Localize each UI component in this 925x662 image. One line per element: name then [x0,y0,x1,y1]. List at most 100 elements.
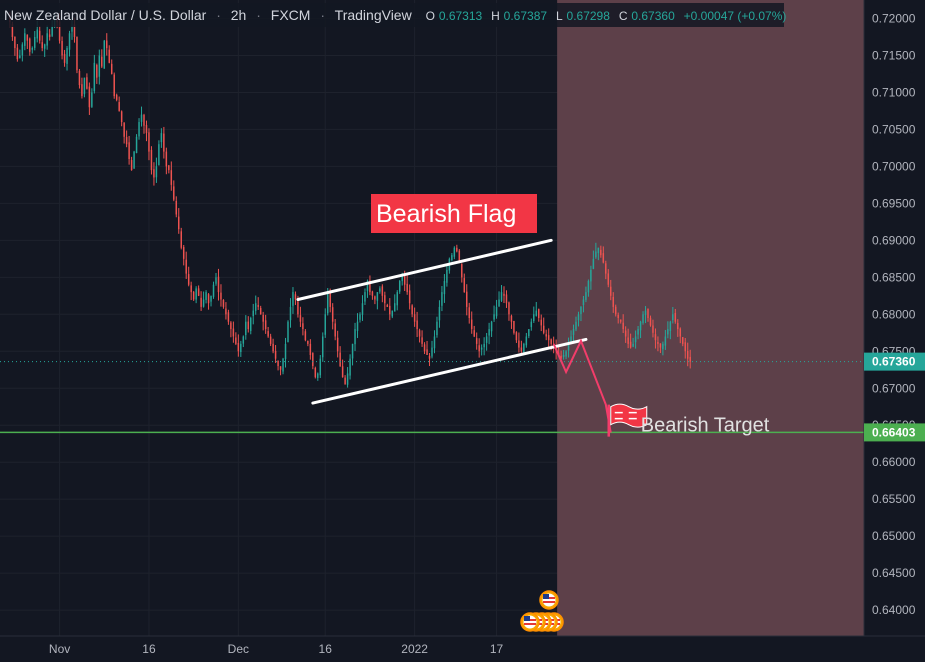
candle-body [135,136,138,153]
symbol-name[interactable]: New Zealand Dollar / U.S. Dollar [4,7,207,23]
candle-body [272,343,274,352]
candle-body [334,323,336,337]
candle-body [498,299,500,307]
candle-body [612,296,614,307]
candle-body [672,314,674,321]
candle-body [590,269,592,282]
candle-body [110,63,113,74]
candle-body [381,286,384,296]
interval[interactable]: 2h [231,7,247,23]
candle-body [19,55,21,58]
candle-body [473,330,475,337]
candle-body [93,62,96,92]
candle-body [582,299,585,306]
candle-body [262,314,264,322]
candle-body [143,114,145,126]
price-tick-label: 0.66000 [872,455,916,469]
candle-body [535,310,538,316]
candle-body [629,341,632,348]
candle-body [376,292,379,301]
price-tick-label: 0.70000 [872,159,916,173]
price-axis[interactable]: 0.72000 0.71500 0.71000 0.70500 0.70000 0.695… [872,11,916,617]
candle-body [81,84,83,97]
candle-body [274,350,277,359]
candle-body [572,329,575,335]
candle-body [205,292,207,300]
candle-body [627,337,629,344]
candle-body [145,125,148,134]
low-value: 0.67298 [567,9,611,23]
candle-body [344,377,346,385]
candle-body [297,301,299,315]
candle-body [488,329,490,336]
candle-body [351,343,354,359]
exchange: FXCM [271,7,311,23]
candle-body [220,292,222,300]
candle-body [619,319,622,322]
event-coin-icon [539,590,559,610]
candle-body [446,269,448,283]
price-tick-label: 0.65500 [872,492,916,506]
candle-body [642,314,644,323]
candle-body [163,133,165,152]
price-tick-label: 0.64000 [872,603,916,617]
candle-body [302,323,304,330]
candle-body [654,334,657,341]
candle-body [453,247,456,257]
candle-body [418,330,421,337]
candle-body [614,306,617,315]
flag-icon[interactable] [607,403,648,437]
time-axis-bg [0,636,925,662]
candle-body [652,325,654,333]
candle-body [644,310,647,316]
price-tick-label: 0.64500 [872,566,916,580]
projection-path[interactable] [552,338,612,433]
bearish-flag-label-box[interactable] [371,194,537,233]
candle-body [359,314,361,320]
candle-body [317,373,319,378]
candle-body [284,343,287,359]
candle-body [287,321,289,343]
candle-body [173,186,175,200]
candle-body [222,299,225,307]
candle-body [225,308,227,315]
candle-body [242,336,245,344]
target-price-tag [864,423,925,442]
candle-body [331,307,334,322]
candle-body [326,292,329,314]
candle-body [118,102,120,111]
candle-body [168,165,170,171]
candle-body [202,299,205,307]
candle-body [513,320,515,333]
candle-body [150,149,153,171]
flag-channel[interactable] [296,238,588,405]
candle-body [677,322,679,330]
candle-body [500,292,503,301]
candle-body [210,295,212,302]
us-flag-canton [524,616,530,621]
candle-body [441,292,443,306]
candle-body [562,354,565,358]
flag-checks [614,411,637,420]
candle-body [309,343,312,355]
candle-body [153,169,155,178]
candle-body [361,303,364,315]
candle-body [120,111,123,123]
candle-body [245,321,247,336]
candle-body [560,355,562,359]
candle-body [592,258,595,269]
candle-body [277,360,279,367]
event-icons[interactable] [520,590,564,632]
candle-body [401,273,403,282]
candle-body [115,94,118,100]
candle-body [254,303,257,311]
candle-body [674,313,677,322]
candle-body [165,151,168,167]
candle-body [470,319,473,330]
candle-body [91,92,93,107]
time-axis[interactable]: Nov 16 Dec 16 2022 17 [49,642,504,656]
candle-body [403,275,406,285]
candle-body [406,283,408,293]
